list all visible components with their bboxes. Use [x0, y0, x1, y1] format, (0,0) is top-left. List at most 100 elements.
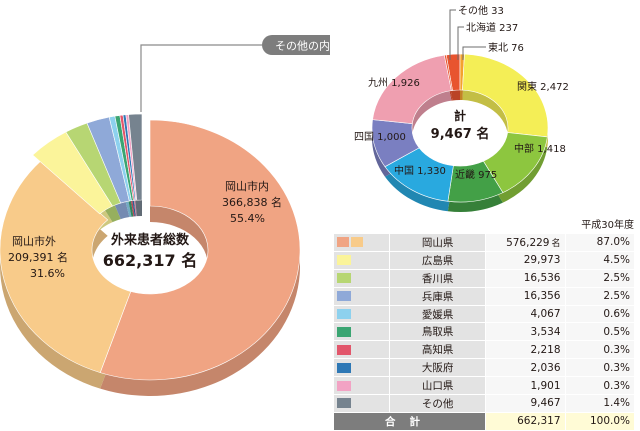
center-title: 外来患者総数: [110, 232, 190, 248]
swatch-cell: [332, 304, 391, 324]
label-kyushu: 九州 1,926: [368, 77, 420, 89]
prefecture-name: 愛媛県: [389, 304, 486, 324]
outside-city-label-line2: 209,391 名: [8, 250, 68, 264]
table-row: 山口県 1,901 0.3%: [332, 376, 635, 396]
patient-count-cell: 16,356: [484, 286, 566, 306]
label-other: その他 33: [458, 4, 504, 17]
donut-slice-0: [99, 119, 301, 381]
outside-city-label-line3: 31.6%: [30, 267, 65, 280]
callout-label: その他の内訳: [275, 39, 330, 53]
swatch-cell: [332, 250, 391, 270]
percentage: 0.6%: [564, 304, 635, 324]
prefecture-name: 岡山県: [389, 233, 486, 252]
swatch-okayama-city: [337, 237, 349, 248]
color-swatch: [337, 326, 351, 337]
prefecture-name: 香川県: [389, 268, 486, 288]
swatch-okayama-outside: [351, 237, 363, 248]
patient-count-cell: 1,901: [484, 376, 566, 396]
total-label: 合計: [333, 411, 486, 431]
patient-count: 2,218: [530, 343, 561, 356]
okayama-city-label-line2: 366,838 名: [222, 195, 282, 209]
count-unit: 名: [551, 238, 561, 249]
total-pct: 100.0%: [564, 411, 635, 431]
label-chubu: 中部 1,418: [514, 142, 566, 155]
outside-city-label-line1: 岡山市外: [12, 234, 56, 248]
table-row: 鳥取県 3,534 0.5%: [332, 322, 635, 342]
patient-count-cell: 2,218: [484, 340, 566, 360]
color-swatch: [337, 344, 351, 355]
label-tohoku: 東北 76: [488, 41, 524, 54]
patient-count-cell: 16,536: [484, 268, 566, 288]
swatch-cell: [332, 286, 391, 306]
region-slice-8: [443, 54, 453, 91]
color-swatch: [337, 380, 351, 391]
percentage: 2.5%: [564, 286, 635, 306]
prefecture-name: 山口県: [389, 376, 486, 396]
percentage: 0.3%: [564, 376, 635, 396]
prefecture-name: 広島県: [389, 250, 486, 270]
swatch-cell: [332, 322, 391, 342]
patient-count: 576,229: [506, 236, 550, 249]
table-row: 広島県 29,973 4.5%: [332, 250, 635, 270]
label-kanto: 関東 2,472: [517, 80, 569, 93]
donut-slice-10: [128, 113, 143, 201]
patient-count: 29,973: [523, 254, 561, 267]
patient-count: 3,534: [530, 325, 561, 338]
region-center-title: 計: [454, 108, 466, 123]
region-donut-chart: その他 33 北海道 237 東北 76 関東 2,472 中部 1,418 近…: [354, 4, 569, 213]
label-shikoku: 四国 1,000: [354, 131, 406, 143]
region-slice-2: [462, 53, 549, 138]
region-center-total: 9,467 名: [431, 126, 490, 142]
percentage: 87.0%: [564, 233, 635, 252]
table-row: 岡山県 576,229 名 87.0%: [332, 233, 635, 252]
table-row: その他 9,467 1.4%: [332, 394, 635, 413]
patient-count: 4,067: [530, 308, 561, 320]
swatch-cell: [332, 376, 391, 396]
patient-donut-chart: その他の内訳 外来患者総数 662,317 名 岡山市内 366,838 名 5…: [0, 35, 330, 396]
donut-slices: [0, 113, 301, 381]
center-total: 662,317 名: [103, 251, 197, 270]
prefecture-name: 鳥取県: [389, 322, 486, 342]
percentage: 0.3%: [564, 340, 635, 360]
patient-count-cell: 9,467: [484, 394, 566, 413]
region-slices: [371, 53, 549, 213]
swatch-cell: [332, 233, 391, 252]
total-row: 合計 662,317 100.0%: [333, 411, 635, 431]
patient-count-cell: 2,036: [484, 358, 566, 378]
label-chugoku: 中国 1,330: [394, 164, 446, 177]
region-slice-7: [372, 54, 452, 125]
small-region-leaders: [449, 9, 486, 60]
prefecture-name: 大阪府: [389, 358, 486, 378]
prefecture-name: 兵庫県: [389, 286, 486, 306]
prefecture-name: その他: [389, 394, 486, 413]
table-row: 大阪府 2,036 0.3%: [332, 358, 635, 378]
patient-count: 9,467: [530, 397, 561, 410]
color-swatch: [337, 362, 351, 373]
patient-count: 2,036: [530, 361, 561, 374]
patient-count-cell: 3,534: [484, 322, 566, 342]
table-row: 香川県 16,536 2.5%: [332, 268, 635, 288]
donut-slice-1: [0, 160, 132, 373]
patient-count-cell: 29,973: [484, 250, 566, 270]
okayama-city-label-line1: 岡山市内: [225, 179, 269, 193]
table-row: 高知県 2,218 0.3%: [332, 340, 635, 360]
okayama-city-label-line3: 55.4%: [230, 212, 265, 225]
percentage: 4.5%: [564, 250, 635, 270]
swatch-cell: [332, 394, 391, 413]
swatch-cell: [332, 340, 391, 360]
color-swatch: [337, 273, 351, 284]
color-swatch: [337, 398, 351, 409]
color-swatch: [337, 309, 351, 319]
fiscal-year-label: 平成30年度: [581, 220, 634, 231]
color-swatch: [337, 291, 351, 302]
patient-count: 1,901: [530, 379, 561, 392]
percentage: 0.5%: [564, 322, 635, 342]
percentage: 1.4%: [564, 394, 635, 413]
patient-count-cell: 4,067: [484, 304, 566, 324]
prefecture-table: 岡山県 576,229 名 87.0% 広島県 29,973 4.5% 香川県 16,536 2.…: [332, 233, 635, 431]
other-breakdown-callout: その他の内訳: [140, 35, 330, 112]
color-swatch: [337, 255, 351, 266]
total-count: 662,317: [484, 411, 566, 431]
table-row: 兵庫県 16,356 2.5%: [332, 286, 635, 306]
percentage: 2.5%: [564, 268, 635, 288]
